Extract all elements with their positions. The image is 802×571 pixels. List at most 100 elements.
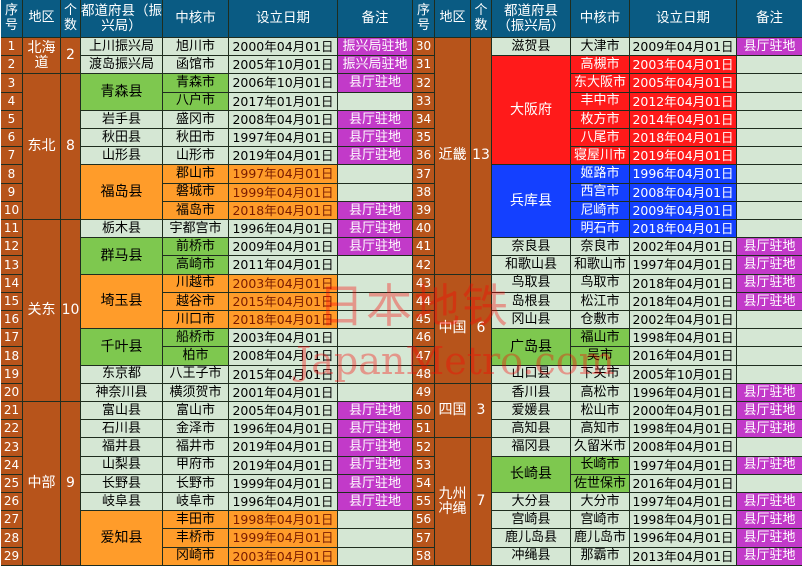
prefecture-cell: 富山县 bbox=[81, 402, 163, 421]
row-number: 33 bbox=[413, 92, 435, 111]
row-number: 9 bbox=[1, 183, 23, 202]
core-city-cell: 佐世保市 bbox=[571, 474, 630, 493]
note-cell: 县厅驻地 bbox=[338, 147, 413, 166]
core-city-cell: 长野市 bbox=[163, 474, 229, 493]
row-number: 20 bbox=[1, 383, 23, 402]
region-count-cell: 10 bbox=[61, 220, 81, 402]
core-city-cell: 前桥市 bbox=[163, 238, 229, 257]
core-city-cell: 高槻市 bbox=[571, 56, 630, 75]
prefecture-cell: 山梨县 bbox=[81, 456, 163, 475]
prefecture-cell: 福井县 bbox=[81, 438, 163, 457]
region-count-cell: 9 bbox=[61, 402, 81, 566]
designation-date-cell: 1996年04月01日 bbox=[229, 420, 338, 439]
prefecture-cell: 埼玉县 bbox=[81, 274, 163, 330]
designation-date-cell: 2009年04月01日 bbox=[630, 38, 737, 57]
designation-date-cell: 1999年04月01日 bbox=[229, 529, 338, 548]
designation-date-cell: 2018年04月01日 bbox=[630, 292, 737, 311]
row-number: 16 bbox=[1, 311, 23, 330]
core-city-cell: 丰中市 bbox=[571, 92, 630, 111]
designation-date-cell: 1997年04月01日 bbox=[630, 493, 737, 512]
prefecture-cell: 宫崎县 bbox=[492, 511, 571, 530]
note-cell-empty bbox=[737, 347, 802, 366]
row-number: 38 bbox=[413, 183, 435, 202]
row-number: 28 bbox=[1, 529, 23, 548]
row-number: 54 bbox=[413, 474, 435, 493]
row-number: 2 bbox=[1, 56, 23, 75]
note-cell-empty bbox=[737, 329, 802, 348]
core-city-cell: 鸟取市 bbox=[571, 274, 630, 293]
row-number: 6 bbox=[1, 129, 23, 148]
note-cell: 县厅驻地 bbox=[338, 438, 413, 457]
header-city: 中核市 bbox=[571, 0, 630, 38]
note-cell-empty bbox=[338, 511, 413, 530]
prefecture-cell: 鸟取县 bbox=[492, 274, 571, 293]
row-number: 47 bbox=[413, 347, 435, 366]
core-city-cell: 寝屋川市 bbox=[571, 147, 630, 166]
designation-date-cell: 1996年04月01日 bbox=[229, 220, 338, 239]
designation-date-cell: 2008年04月01日 bbox=[630, 183, 737, 202]
region-count-cell: 7 bbox=[471, 438, 492, 566]
row-number: 49 bbox=[413, 383, 435, 402]
region-count-cell: 13 bbox=[471, 38, 492, 275]
row-number: 57 bbox=[413, 529, 435, 548]
prefecture-cell: 奈良县 bbox=[492, 238, 571, 257]
designation-date-cell: 2005年10月01日 bbox=[229, 56, 338, 75]
core-city-cell: 大分市 bbox=[571, 493, 630, 512]
row-number: 36 bbox=[413, 147, 435, 166]
designation-date-cell: 1997年04月01日 bbox=[229, 165, 338, 184]
note-cell-empty bbox=[737, 74, 802, 93]
designation-date-cell: 2002年04月01日 bbox=[630, 238, 737, 257]
header-region: 地区 bbox=[435, 0, 471, 38]
prefecture-cell: 渡岛振兴局 bbox=[81, 56, 163, 75]
prefecture-cell: 岐阜县 bbox=[81, 493, 163, 512]
row-number: 50 bbox=[413, 402, 435, 421]
region-cell: 近畿 bbox=[435, 38, 471, 275]
core-city-cell: 福岛市 bbox=[163, 201, 229, 220]
prefecture-cell: 栃木县 bbox=[81, 220, 163, 239]
note-cell: 县厅驻地 bbox=[737, 402, 802, 421]
designation-date-cell: 2005年04月01日 bbox=[229, 402, 338, 421]
designation-date-cell: 2003年04月01日 bbox=[229, 547, 338, 566]
designation-date-cell: 2019年04月01日 bbox=[229, 147, 338, 166]
core-city-cell: 横须贺市 bbox=[163, 383, 229, 402]
prefecture-cell: 山口县 bbox=[492, 365, 571, 384]
designation-date-cell: 2017年01月01日 bbox=[229, 92, 338, 111]
designation-date-cell: 2009年04月01日 bbox=[630, 201, 737, 220]
note-cell: 县厅驻地 bbox=[338, 129, 413, 148]
note-cell: 县厅驻地 bbox=[737, 529, 802, 548]
prefecture-cell: 石川县 bbox=[81, 420, 163, 439]
prefecture-cell: 冈山县 bbox=[492, 311, 571, 330]
designation-date-cell: 2014年04月01日 bbox=[630, 110, 737, 129]
row-number: 34 bbox=[413, 110, 435, 129]
prefecture-cell: 长崎县 bbox=[492, 456, 571, 493]
row-number: 45 bbox=[413, 311, 435, 330]
prefecture-cell: 福冈县 bbox=[492, 438, 571, 457]
note-cell: 县厅驻地 bbox=[338, 420, 413, 439]
core-city-cell: 山形市 bbox=[163, 147, 229, 166]
row-number: 46 bbox=[413, 329, 435, 348]
note-cell-empty bbox=[338, 92, 413, 111]
region-cell: 四国 bbox=[435, 383, 471, 439]
core-city-cell: 冈崎市 bbox=[163, 547, 229, 566]
note-cell: 县厅驻地 bbox=[737, 511, 802, 530]
prefecture-cell: 福岛县 bbox=[81, 165, 163, 220]
core-city-cell: 高知市 bbox=[571, 420, 630, 439]
header-date: 设立日期 bbox=[630, 0, 737, 38]
designation-date-cell: 2000年04月01日 bbox=[229, 38, 338, 57]
prefecture-cell: 滋贺县 bbox=[492, 38, 571, 57]
core-city-cell: 东大阪市 bbox=[571, 74, 630, 93]
row-number: 53 bbox=[413, 456, 435, 475]
row-number: 17 bbox=[1, 329, 23, 348]
note-cell: 县厅驻地 bbox=[338, 474, 413, 493]
row-number: 23 bbox=[1, 438, 23, 457]
note-cell-empty bbox=[338, 165, 413, 184]
designation-date-cell: 2018年04月01日 bbox=[630, 220, 737, 239]
core-city-cell: 富山市 bbox=[163, 402, 229, 421]
note-cell: 县厅驻地 bbox=[338, 110, 413, 129]
prefecture-cell: 神奈川县 bbox=[81, 383, 163, 402]
designation-date-cell: 2012年04月01日 bbox=[630, 92, 737, 111]
row-number: 44 bbox=[413, 292, 435, 311]
note-cell: 县厅驻地 bbox=[338, 493, 413, 512]
core-city-cell: 福井市 bbox=[163, 438, 229, 457]
prefecture-cell: 大阪府 bbox=[492, 56, 571, 166]
